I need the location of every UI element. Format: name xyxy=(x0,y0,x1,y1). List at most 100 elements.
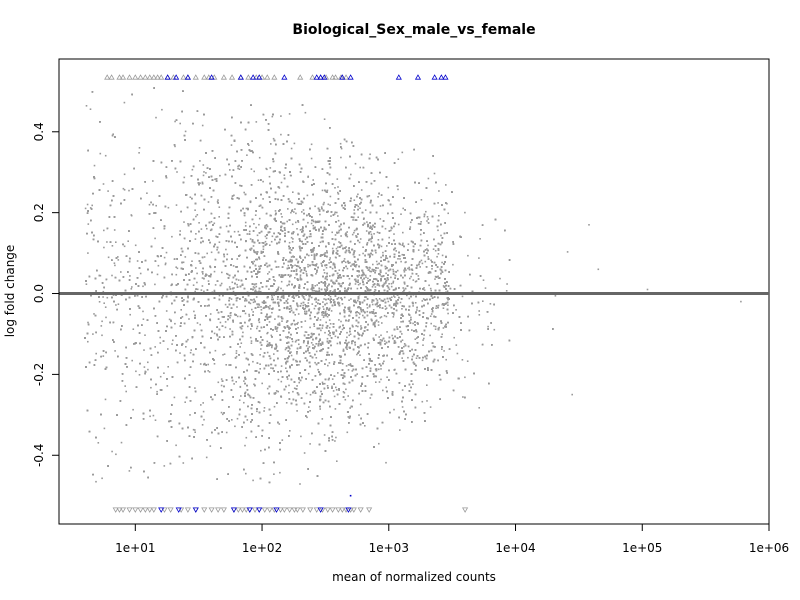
data-point xyxy=(437,253,440,255)
data-point xyxy=(371,286,374,288)
data-point xyxy=(347,416,350,418)
data-point xyxy=(371,311,373,313)
data-point xyxy=(251,299,253,301)
data-point xyxy=(343,258,346,260)
data-point xyxy=(213,363,216,365)
data-point xyxy=(220,378,223,380)
data-point xyxy=(226,253,229,256)
data-point xyxy=(307,221,309,224)
data-point xyxy=(352,219,354,221)
data-point xyxy=(244,312,247,315)
data-point xyxy=(368,256,371,259)
data-point xyxy=(276,330,278,332)
data-point xyxy=(85,105,88,107)
data-point xyxy=(357,193,359,196)
data-point xyxy=(227,273,229,276)
data-point xyxy=(246,154,248,156)
data-point xyxy=(235,352,238,354)
data-point xyxy=(285,321,288,323)
data-point xyxy=(123,189,126,191)
data-point xyxy=(200,404,202,406)
data-point xyxy=(376,231,379,234)
data-point xyxy=(106,296,109,299)
data-point xyxy=(103,427,106,430)
data-point xyxy=(356,353,358,356)
data-point xyxy=(269,244,271,246)
data-point xyxy=(314,205,316,208)
data-point xyxy=(228,364,230,366)
data-point xyxy=(318,289,321,292)
data-point xyxy=(396,326,398,328)
data-point xyxy=(467,254,469,257)
data-point xyxy=(295,270,298,273)
data-point xyxy=(430,322,432,325)
data-point xyxy=(256,410,258,413)
data-point xyxy=(310,296,313,299)
data-point xyxy=(237,167,239,170)
data-point xyxy=(356,275,359,277)
data-point xyxy=(165,251,168,254)
data-point xyxy=(493,328,496,331)
data-point xyxy=(297,327,299,329)
data-point xyxy=(147,368,149,371)
data-point xyxy=(323,434,326,436)
data-point xyxy=(380,368,382,370)
data-point xyxy=(123,245,126,248)
data-point xyxy=(330,215,332,217)
data-point xyxy=(167,206,170,209)
data-point xyxy=(316,284,318,286)
data-point xyxy=(312,250,314,253)
data-point xyxy=(238,168,241,170)
data-point xyxy=(101,320,103,323)
data-point xyxy=(280,280,283,283)
data-point xyxy=(425,210,427,213)
data-point xyxy=(378,381,381,383)
data-point xyxy=(377,324,380,326)
data-point xyxy=(392,280,395,283)
data-point xyxy=(89,207,92,209)
data-point xyxy=(87,340,89,343)
data-point xyxy=(305,270,307,273)
data-point xyxy=(265,237,268,240)
data-point xyxy=(330,310,333,312)
data-point xyxy=(267,273,269,275)
data-point xyxy=(335,256,337,259)
data-point xyxy=(86,203,89,206)
data-point xyxy=(378,298,381,300)
data-point xyxy=(342,391,345,393)
chart-title: Biological_Sex_male_vs_female xyxy=(292,22,535,38)
data-point xyxy=(222,354,224,356)
data-point xyxy=(489,303,492,305)
data-point xyxy=(426,248,428,250)
data-point xyxy=(375,334,377,336)
data-point xyxy=(120,441,123,444)
data-point xyxy=(315,343,317,345)
data-point xyxy=(321,327,324,329)
data-point xyxy=(336,211,338,214)
data-point xyxy=(258,217,261,220)
data-point xyxy=(255,121,258,123)
data-point xyxy=(200,289,203,291)
data-point xyxy=(429,406,432,408)
data-point xyxy=(401,357,403,359)
data-point xyxy=(427,244,429,247)
data-point xyxy=(369,275,372,277)
data-point xyxy=(89,108,92,110)
data-point xyxy=(255,340,257,342)
data-point xyxy=(331,378,334,380)
data-point xyxy=(236,283,238,286)
data-point xyxy=(295,212,297,215)
data-point xyxy=(302,226,304,228)
data-point xyxy=(302,304,304,307)
data-point xyxy=(337,246,339,248)
data-point xyxy=(403,269,405,271)
data-point xyxy=(260,309,263,311)
data-point xyxy=(322,305,324,308)
data-point xyxy=(365,296,368,298)
data-point xyxy=(276,326,279,329)
data-point xyxy=(200,228,203,230)
data-point xyxy=(380,245,383,248)
data-point xyxy=(277,286,280,289)
data-point xyxy=(209,445,212,447)
